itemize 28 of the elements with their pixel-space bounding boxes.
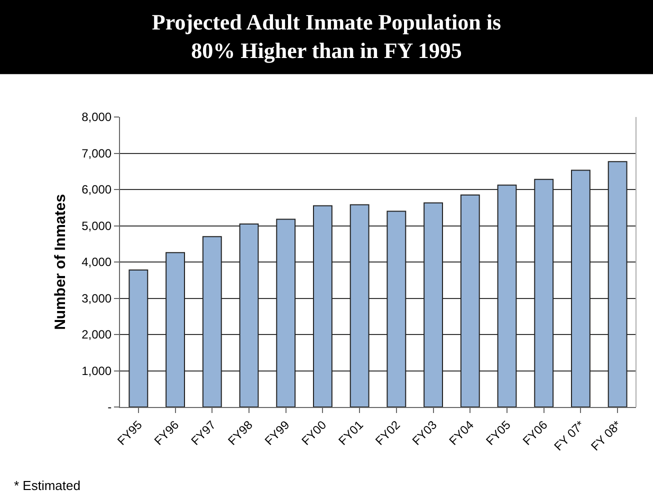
bar bbox=[571, 170, 590, 407]
bar bbox=[386, 210, 406, 407]
bar bbox=[202, 236, 222, 407]
y-tick-label: 2,000 bbox=[82, 328, 112, 342]
y-tick-label: 8,000 bbox=[82, 110, 112, 124]
y-tick-label: 4,000 bbox=[82, 255, 112, 270]
bar bbox=[276, 218, 296, 407]
bar bbox=[239, 223, 259, 407]
bar bbox=[608, 161, 628, 407]
y-tick-label: 1,000 bbox=[82, 364, 112, 378]
bar bbox=[534, 178, 554, 407]
bar bbox=[313, 205, 332, 407]
chart-title: Projected Adult Inmate Population is 80% Higher than in FY 1995 bbox=[152, 10, 502, 64]
y-tick-label: 5,000 bbox=[82, 218, 112, 233]
x-tick-label: FY 08* bbox=[588, 418, 624, 454]
bar bbox=[424, 202, 443, 407]
text: * Estimated bbox=[14, 478, 80, 493]
bar bbox=[166, 252, 185, 407]
y-tick-label: 3,000 bbox=[82, 291, 112, 306]
y-axis-title: Number of Inmates bbox=[52, 194, 69, 330]
bar bbox=[460, 194, 480, 407]
y-tick-label: 7,000 bbox=[82, 146, 112, 160]
x-tick-label: FY 07* bbox=[551, 418, 588, 454]
bar bbox=[350, 204, 370, 407]
bar bbox=[128, 269, 148, 407]
y-tick-label: - bbox=[108, 400, 112, 414]
bar bbox=[497, 184, 517, 407]
y-tick-label: 6,000 bbox=[82, 182, 112, 197]
